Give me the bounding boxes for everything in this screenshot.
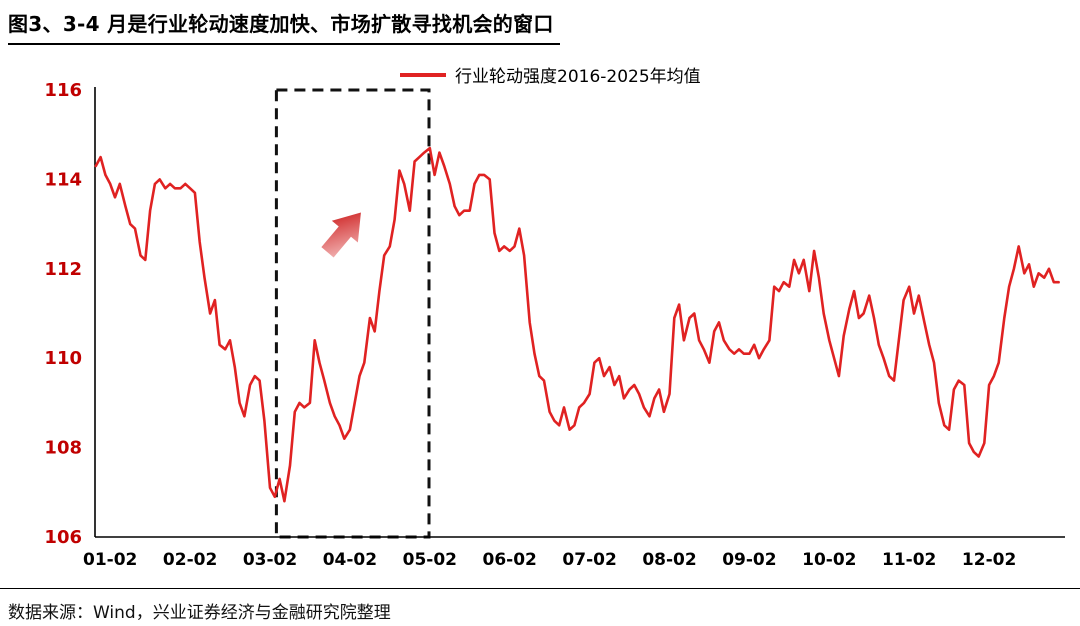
y-tick-label: 116 [44,80,82,101]
rise-arrow [321,212,361,258]
x-tick-label: 09-02 [722,550,776,570]
y-tick-label: 114 [44,169,82,190]
x-tick-label: 05-02 [403,550,457,570]
y-tick-label: 108 [44,438,82,459]
x-tick-label: 12-02 [962,550,1016,570]
x-tick-label: 08-02 [642,550,696,570]
x-tick-label: 06-02 [483,550,537,570]
source-note: 数据来源：Wind，兴业证券经济与金融研究院整理 [0,588,1080,623]
source-text: 数据来源：Wind，兴业证券经济与金融研究院整理 [8,603,391,623]
x-tick-label: 02-02 [163,550,217,570]
y-tick-label: 112 [44,259,82,280]
highlight-window-box [274,88,431,539]
legend-line-swatch [400,72,446,77]
y-tick-label: 110 [44,348,82,369]
legend: 行业轮动强度2016-2025年均值 [400,62,701,87]
figure-title: 图3、3-4 月是行业轮动速度加快、市场扩散寻找机会的窗口 [8,8,560,45]
x-tick-label: 07-02 [562,550,616,570]
rotation-intensity-line [94,146,1060,503]
y-tick-label: 106 [44,527,82,548]
x-tick-label: 01-02 [83,550,137,570]
x-tick-label: 11-02 [882,550,936,570]
x-tick-label: 03-02 [243,550,297,570]
x-tick-label: 04-02 [323,550,377,570]
legend-label: 行业轮动强度2016-2025年均值 [455,67,701,87]
x-tick-label: 10-02 [802,550,856,570]
